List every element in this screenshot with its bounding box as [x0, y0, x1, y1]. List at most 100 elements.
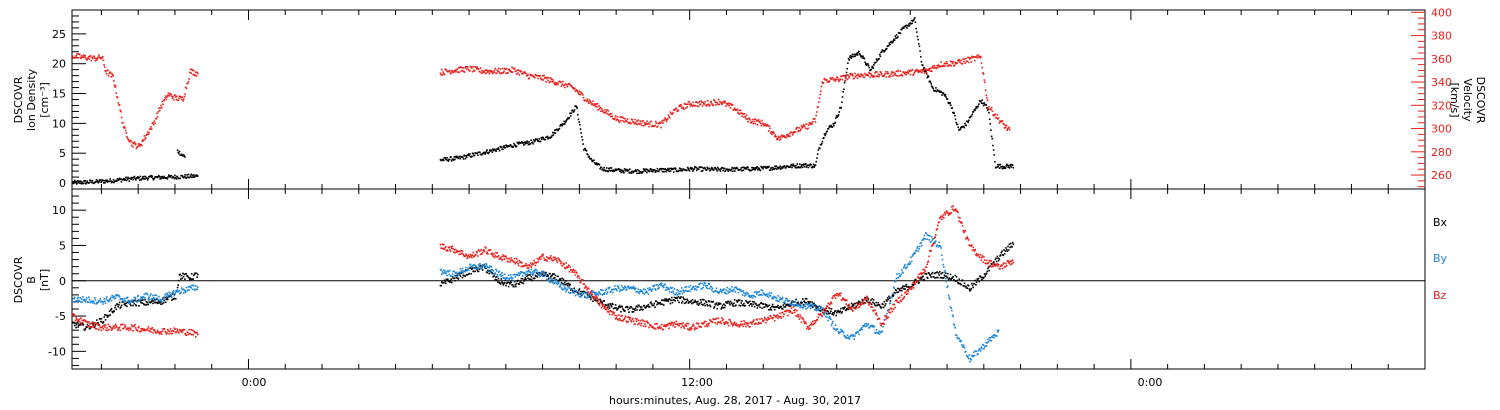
data-point [92, 323, 95, 325]
data-point [542, 79, 545, 81]
data-point [650, 301, 652, 304]
data-point [680, 326, 682, 329]
data-point [129, 177, 132, 180]
data-point [578, 93, 580, 95]
data-point [580, 293, 583, 295]
data-point [982, 73, 985, 75]
data-point [834, 80, 837, 82]
data-point [832, 327, 835, 329]
data-point [718, 168, 721, 171]
data-point [637, 172, 640, 175]
data-point [743, 292, 745, 294]
data-point [547, 279, 549, 282]
data-point [991, 336, 994, 338]
data-point [686, 106, 688, 108]
data-point [825, 132, 827, 135]
data-point [987, 340, 990, 343]
data-point [949, 273, 952, 276]
data-point [954, 61, 956, 64]
data-point [810, 305, 813, 308]
data-point [135, 304, 138, 307]
data-point [716, 166, 719, 169]
data-point [771, 133, 773, 136]
data-point [844, 335, 847, 338]
data-point [141, 177, 144, 180]
data-point [832, 122, 834, 125]
data-point [678, 104, 681, 107]
data-point [925, 72, 928, 75]
data-point [685, 300, 688, 303]
data-point [487, 69, 489, 72]
data-point [882, 50, 885, 52]
data-point [486, 149, 488, 151]
data-point [926, 277, 929, 279]
data-point [761, 119, 763, 122]
data-point [676, 323, 679, 325]
data-point [767, 296, 770, 299]
data-point [445, 246, 447, 248]
data-point [190, 72, 192, 74]
data-point [521, 281, 523, 284]
data-point [102, 56, 104, 58]
data-point [727, 102, 730, 104]
data-point [836, 328, 839, 330]
data-point [981, 276, 984, 279]
data-point [110, 299, 113, 302]
data-point [838, 332, 840, 335]
data-point [538, 257, 541, 259]
data-point [850, 302, 853, 305]
data-point [534, 139, 536, 142]
data-point [914, 70, 917, 73]
data-point [689, 301, 692, 303]
data-point [120, 306, 122, 308]
bottom-panel-frame [71, 188, 1426, 370]
data-point [912, 74, 914, 76]
data-point [675, 292, 678, 294]
data-point [722, 169, 724, 172]
data-point [877, 301, 880, 304]
data-point [839, 78, 842, 81]
data-point [838, 311, 841, 314]
data-point [621, 169, 623, 172]
data-point [94, 57, 96, 59]
data-point [496, 148, 499, 150]
data-point [106, 316, 109, 318]
data-point [626, 316, 629, 319]
data-point [545, 274, 547, 277]
data-point [478, 265, 481, 268]
data-point [160, 331, 162, 333]
data-point [971, 282, 973, 285]
data-point [721, 291, 723, 294]
data-point [650, 289, 652, 291]
data-point [895, 277, 898, 280]
data-point [667, 167, 669, 170]
data-point [939, 245, 942, 248]
data-point [943, 93, 945, 96]
data-point [718, 291, 721, 294]
data-point [476, 152, 479, 154]
data-point [444, 158, 447, 160]
data-point [634, 287, 637, 290]
data-point [852, 335, 854, 338]
data-point [192, 176, 194, 178]
data-point [572, 269, 574, 272]
data-point [631, 170, 634, 173]
data-point [840, 328, 842, 331]
data-point [543, 257, 545, 259]
data-point [982, 104, 985, 107]
data-point [970, 287, 973, 290]
data-point [603, 111, 606, 114]
data-point [929, 80, 931, 82]
data-point [958, 59, 961, 62]
data-point [716, 307, 719, 310]
data-point [874, 331, 876, 334]
data-point [168, 332, 170, 335]
data-point [586, 100, 588, 102]
data-point [119, 178, 122, 180]
data-point [925, 71, 928, 74]
data-point [746, 301, 749, 304]
data-point [715, 303, 717, 306]
data-point [733, 298, 736, 301]
data-point [810, 307, 812, 310]
data-point [672, 325, 674, 327]
